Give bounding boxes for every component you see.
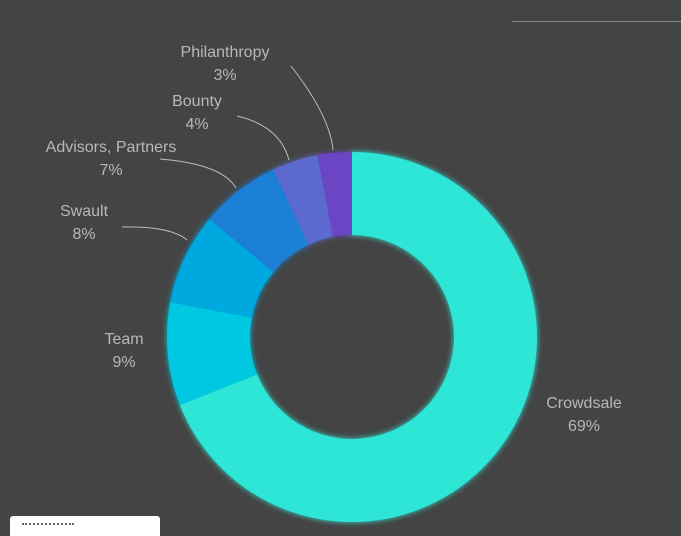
value-label-advisors-partners: 7% [99, 162, 122, 179]
slice-philanthropy[interactable] [317, 152, 352, 237]
label-bounty: Bounty [172, 93, 222, 110]
top-divider-line [512, 21, 681, 22]
slice-advisors-partners[interactable] [209, 169, 309, 272]
leader-line-advisors-partners [159, 158, 237, 189]
slice-crowdsale[interactable] [179, 152, 537, 522]
leader-line-bounty [236, 115, 290, 161]
slice-swault[interactable] [170, 219, 274, 318]
tab-label-fragment [22, 523, 74, 528]
leader-line-philanthropy [290, 65, 334, 151]
value-label-bounty: 4% [185, 116, 208, 133]
slice-team[interactable] [167, 302, 258, 406]
value-label-swault: 8% [72, 226, 95, 243]
value-label-crowdsale: 69% [568, 418, 600, 435]
label-swault: Swault [60, 203, 109, 220]
slice-bounty[interactable] [273, 155, 333, 245]
label-crowdsale: Crowdsale [546, 395, 622, 412]
label-team: Team [104, 331, 143, 348]
value-label-team: 9% [112, 354, 135, 371]
value-label-philanthropy: 3% [213, 67, 236, 84]
label-advisors-partners: Advisors, Partners [46, 139, 177, 156]
label-philanthropy: Philanthropy [181, 44, 270, 61]
corner-tab[interactable] [10, 516, 160, 536]
leader-line-swault [121, 226, 188, 241]
